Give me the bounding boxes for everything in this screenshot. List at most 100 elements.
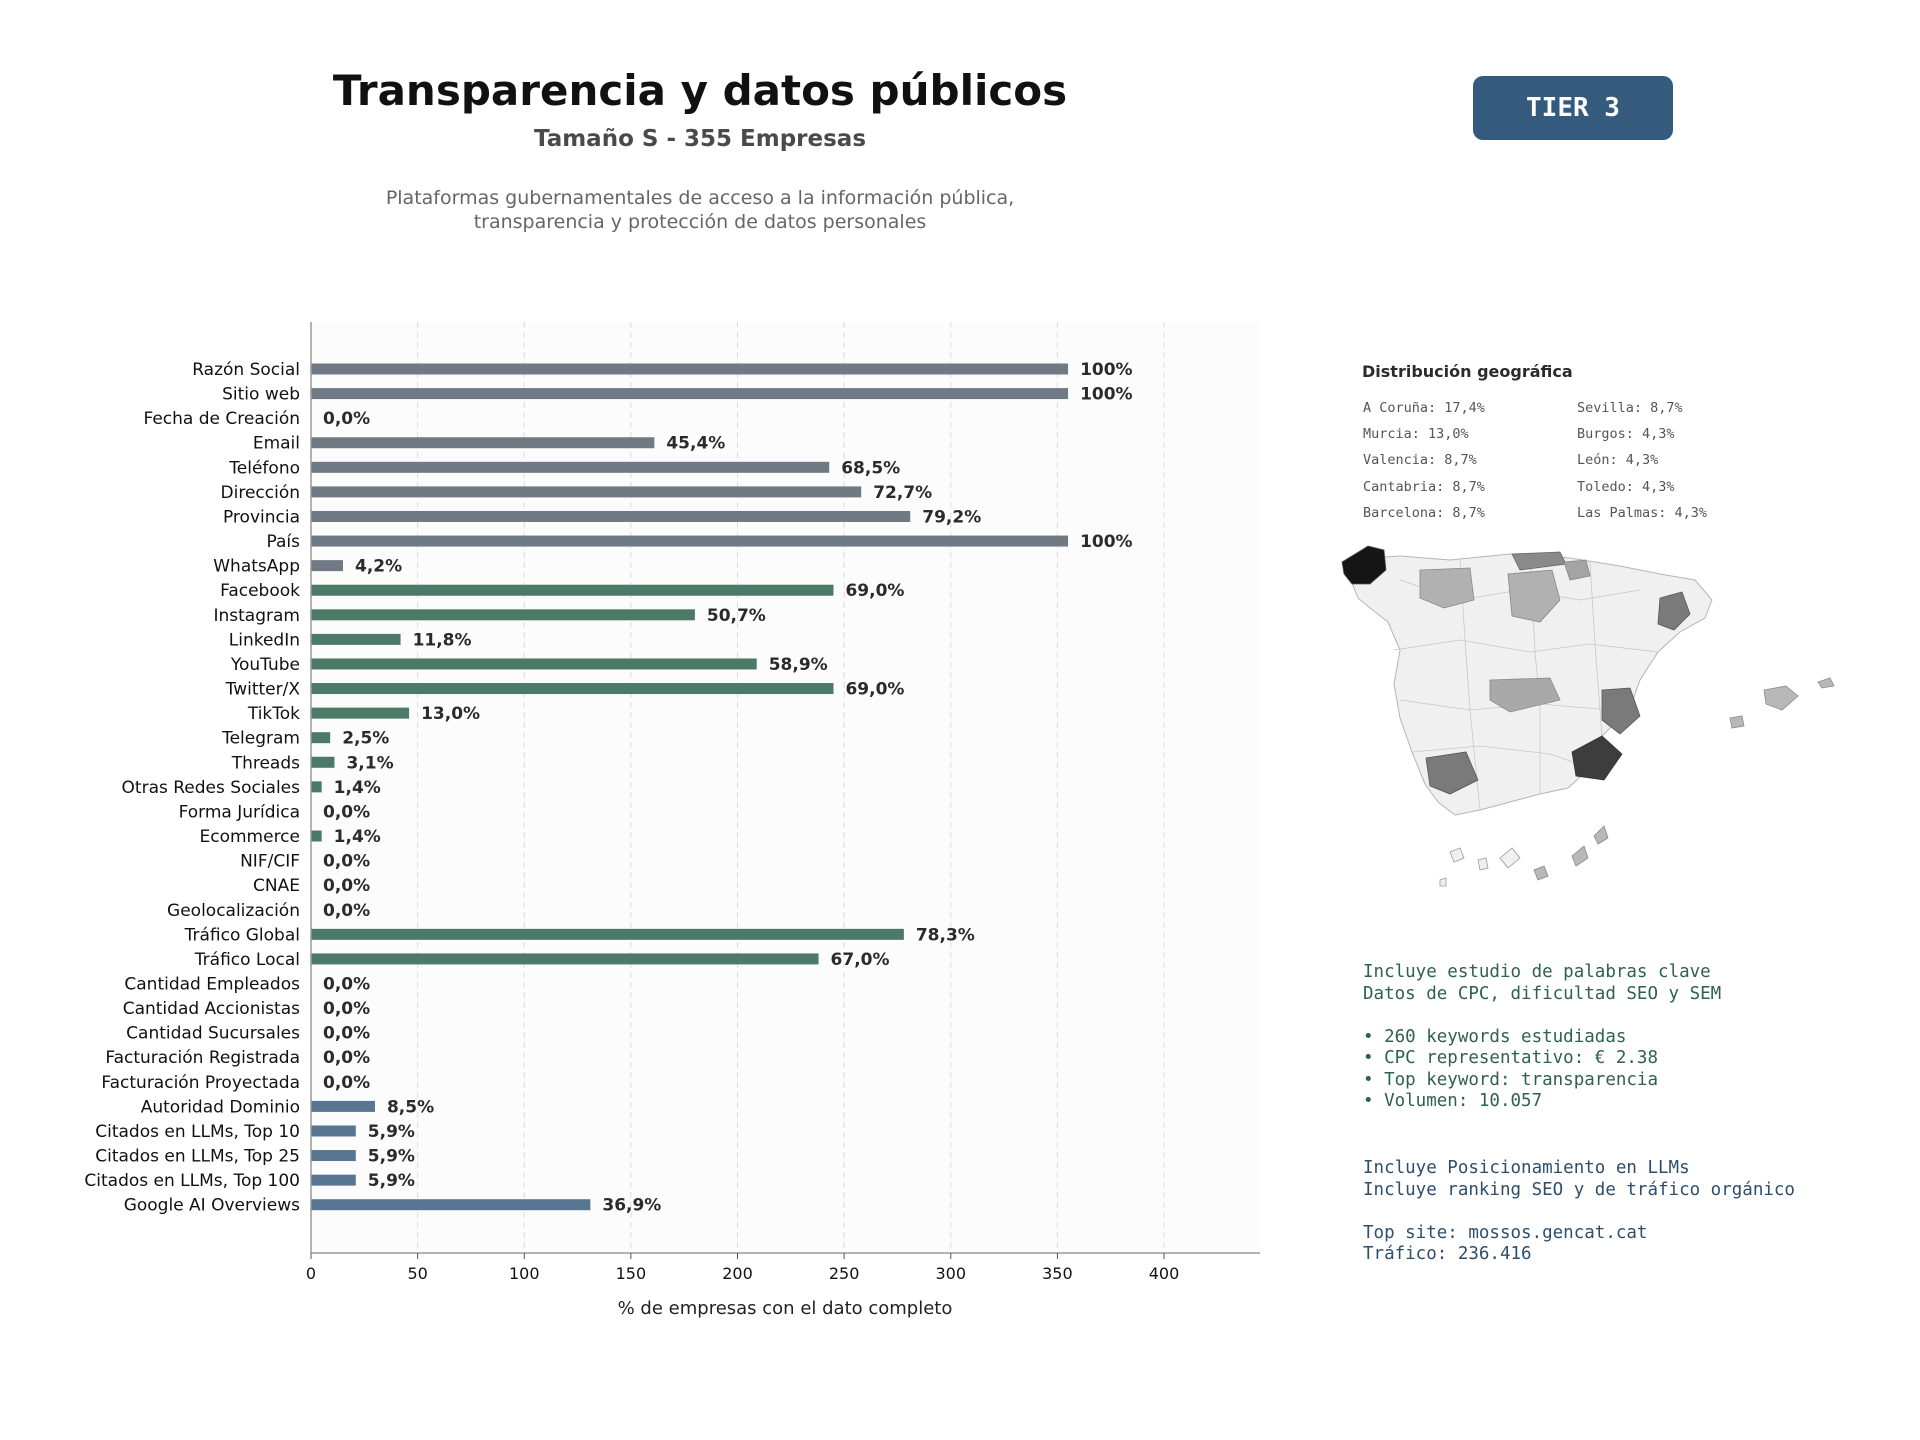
bar (311, 363, 1069, 375)
province-sevilla (1425, 751, 1479, 795)
province-leon (1419, 567, 1475, 609)
category-label: Email (253, 434, 300, 454)
category-label: Cantidad Empleados (124, 975, 300, 995)
value-label: 0,0% (323, 1024, 370, 1044)
category-label: Cantidad Sucursales (126, 1024, 300, 1044)
canary-island (1439, 877, 1447, 887)
x-ticks: 0 50 100 150 200 250 300 350 400 (306, 1253, 1179, 1283)
bar (311, 486, 862, 498)
bar (311, 1174, 356, 1186)
category-label: Teléfono (228, 458, 300, 478)
bar (311, 510, 911, 522)
x-tick-label: 350 (1042, 1264, 1073, 1283)
bar (311, 953, 819, 965)
page-subtitle: Tamaño S - 355 Empresas (533, 126, 867, 152)
bar (311, 560, 343, 572)
category-label: LinkedIn (229, 630, 300, 650)
value-label: 5,9% (368, 1147, 415, 1167)
keywords-line: • Volumen: 10.057 (1363, 1091, 1543, 1111)
bar (311, 707, 410, 719)
keywords-line: Datos de CPC, dificultad SEO y SEM (1363, 983, 1722, 1004)
category-label: Facebook (220, 581, 300, 601)
value-label: 0,0% (323, 1073, 370, 1093)
value-label: 0,0% (323, 999, 370, 1019)
bar (311, 928, 904, 940)
value-label: 0,0% (323, 802, 370, 822)
canary-island (1571, 845, 1589, 867)
value-labels: 100% 100% 0,0% 45,4% 68,5% 72,7% 79,2% 100% 4,2%… (323, 360, 1133, 1216)
bar (311, 1199, 591, 1211)
province-toledo (1489, 677, 1561, 713)
value-label: 45,4% (666, 434, 725, 454)
geo-item: Sevilla: 8,7% (1577, 400, 1683, 416)
value-label: 3,1% (346, 753, 393, 773)
bar (311, 388, 1069, 400)
category-label: Autoridad Dominio (141, 1097, 300, 1117)
balearic-mallorca (1763, 685, 1799, 711)
x-tick-label: 400 (1149, 1264, 1180, 1283)
category-label: Facturación Proyectada (101, 1073, 300, 1093)
value-label: 100% (1080, 532, 1133, 552)
description-line: Plataformas gubernamentales de acceso a … (385, 187, 1015, 209)
llm-line: Incluye ranking SEO y de tráfico orgánic… (1363, 1179, 1795, 1200)
category-label: Citados en LLMs, Top 25 (95, 1147, 300, 1167)
value-label: 4,2% (355, 557, 402, 577)
plot-background (311, 322, 1260, 1253)
value-label: 5,9% (368, 1171, 415, 1191)
x-tick-label: 150 (616, 1264, 647, 1283)
x-tick-label: 0 (306, 1264, 316, 1283)
province-alava (1563, 559, 1591, 581)
category-label: CNAE (253, 876, 300, 896)
tier-badge: TIER 3 (1473, 76, 1673, 140)
llm-line: Tráfico: 236.416 (1363, 1244, 1532, 1264)
bar (311, 781, 322, 793)
category-label: NIF/CIF (240, 852, 300, 872)
value-label: 5,9% (368, 1122, 415, 1142)
category-label: WhatsApp (213, 557, 300, 577)
bar (311, 437, 655, 449)
geo-item: Las Palmas: 4,3% (1577, 505, 1708, 521)
geo-title: Distribución geográfica (1362, 362, 1573, 381)
category-label: Tráfico Local (194, 950, 300, 970)
llm-line: Incluye Posicionamiento en LLMs (1363, 1158, 1690, 1178)
value-label: 100% (1080, 360, 1133, 380)
province-valencia (1601, 687, 1641, 735)
bar (311, 683, 834, 695)
value-label: 36,9% (602, 1196, 661, 1216)
category-label: TikTok (247, 704, 300, 724)
x-tick-label: 200 (722, 1264, 753, 1283)
category-label: Cantidad Accionistas (123, 999, 300, 1019)
value-label: 2,5% (342, 729, 389, 749)
bar (311, 633, 401, 645)
geo-item: Cantabria: 8,7% (1363, 479, 1485, 495)
x-tick-label: 250 (829, 1264, 860, 1283)
category-label: Threads (231, 753, 300, 773)
canary-island (1593, 825, 1609, 845)
category-label: Razón Social (192, 360, 300, 380)
keywords-line: • CPC representativo: € 2.38 (1363, 1048, 1659, 1068)
category-label: Dirección (221, 483, 300, 503)
description-line: transparencia y protección de datos pers… (473, 211, 927, 233)
geo-item: León: 4,3% (1577, 452, 1659, 468)
category-label: Telegram (221, 729, 300, 749)
category-label: Fecha de Creación (143, 409, 300, 429)
bars (311, 363, 1069, 1211)
category-label: Citados en LLMs, Top 100 (84, 1171, 300, 1191)
canary-island (1533, 865, 1549, 881)
bar (311, 461, 830, 473)
canary-island (1499, 847, 1521, 869)
category-label: Sitio web (222, 385, 300, 405)
category-label: Forma Jurídica (179, 802, 300, 822)
bar (311, 756, 335, 768)
page-description: Plataformas gubernamentales de acceso a … (200, 186, 1200, 234)
category-label: YouTube (230, 655, 300, 675)
geo-item: A Coruña: 17,4% (1363, 400, 1485, 416)
keywords-line (1363, 1005, 1721, 1027)
category-label: Geolocalización (167, 901, 300, 921)
category-label: Facturación Registrada (105, 1048, 300, 1068)
llm-block: Incluye Posicionamiento en LLMs Incluye … (1363, 1158, 1795, 1266)
x-tick-label: 300 (936, 1264, 967, 1283)
value-label: 69,0% (845, 581, 904, 601)
value-label: 11,8% (413, 630, 472, 650)
